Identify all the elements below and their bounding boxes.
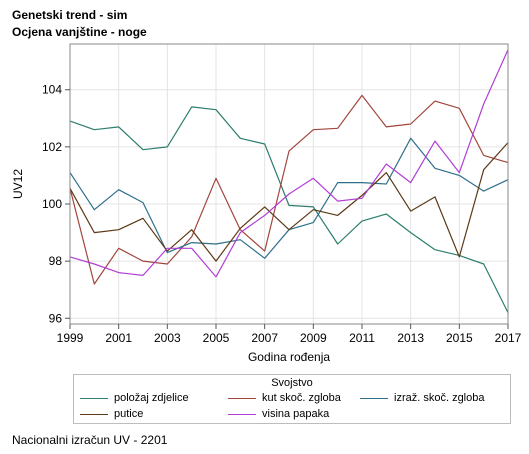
legend-swatch — [360, 397, 388, 399]
x-tick-label: 2009 — [300, 331, 327, 345]
x-axis-label: Godina rođenja — [248, 350, 330, 364]
legend-swatch — [228, 413, 256, 415]
x-tick-label: 2015 — [446, 331, 473, 345]
legend: Svojstvo položaj zdjelice kut skoč. zglo… — [73, 374, 511, 424]
plot-frame — [69, 43, 509, 325]
legend-label: kut skoč. zgloba — [262, 392, 341, 404]
footer-note: Nacionalni izračun UV - 2201 — [12, 433, 168, 447]
chart-title: Genetski trend - sim — [12, 8, 128, 22]
x-tick-label: 2005 — [203, 331, 230, 345]
x-tick-label: 2011 — [349, 331, 375, 345]
x-tick-label: 2003 — [154, 331, 181, 345]
line-chart: 1999 2001 2003 2005 2007 2009 2011 2013 2015 2017… — [11, 43, 522, 364]
series-line — [69, 94, 509, 285]
legend-swatch — [80, 413, 108, 415]
legend-label: visina papaka — [262, 408, 330, 420]
y-tick-label: 104 — [42, 83, 62, 97]
x-tick-label: 2001 — [105, 331, 132, 345]
y-tick-label: 100 — [42, 197, 62, 211]
grid-lines — [69, 44, 509, 324]
legend-swatch — [80, 397, 108, 399]
chart-subtitle: Ocjena vanjštine - noge — [12, 25, 147, 39]
legend-title: Svojstvo — [271, 377, 313, 389]
y-axis-label: UV12 — [11, 169, 25, 199]
legend-item-izraz-skoc-zgloba: izraž. skoč. zgloba — [360, 392, 484, 404]
series-lines — [69, 49, 509, 313]
legend-swatch — [228, 397, 256, 399]
y-tick-label: 98 — [49, 254, 63, 268]
x-tick-label: 1999 — [57, 331, 84, 345]
x-tick-label: 2013 — [397, 331, 424, 345]
legend-item-putice: putice — [80, 408, 143, 420]
legend-item-polozaj-zdjelice: položaj zdjelice — [80, 392, 189, 404]
series-line — [69, 142, 509, 262]
axes: 1999 2001 2003 2005 2007 2009 2011 2013 2015 2017… — [42, 83, 522, 345]
series-line — [69, 49, 509, 278]
y-tick-label: 102 — [42, 140, 62, 154]
x-tick-label: 2007 — [251, 331, 278, 345]
series-line — [69, 106, 509, 313]
legend-item-kut-skoc-zgloba: kut skoč. zgloba — [228, 392, 341, 404]
legend-label: putice — [114, 408, 144, 420]
y-tick-label: 96 — [49, 311, 63, 325]
series-line — [69, 137, 509, 259]
legend-label: izraž. skoč. zgloba — [394, 392, 485, 404]
x-tick-label: 2017 — [495, 331, 522, 345]
legend-item-visina-papaka: visina papaka — [228, 408, 329, 420]
legend-label: položaj zdjelice — [114, 392, 189, 404]
